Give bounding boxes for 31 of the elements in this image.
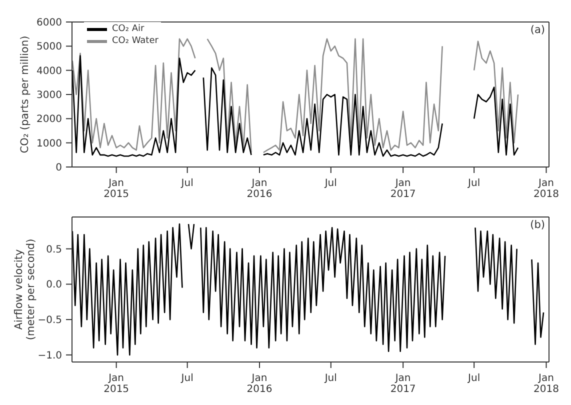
y-tick-label: 4000 [36,66,62,77]
x-tick-label: Jan 2016 [246,178,272,200]
y-axis-title: CO₂ (parts per million) [19,36,31,154]
y-tick-label: 2000 [36,114,62,126]
x-tick-label: Jan 2015 [104,178,130,200]
y-tick-label: 5000 [36,42,62,53]
y-tick-label: 3000 [36,90,62,101]
annotation: (b) [530,219,545,231]
legend-label: CO₂ Water [112,35,158,47]
x-tick-label: Jan 2017 [390,178,416,200]
x-tick-label: Jul [324,373,337,384]
y-tick-label: 1000 [36,138,62,150]
legend-label: CO₂ Air [112,23,144,35]
x-tick-label: Jan 2018 [534,373,559,395]
x-tick-label: Jul [467,178,480,189]
x-tick-label: Jan 2016 [246,373,272,395]
x-tick-label: Jan 2015 [104,373,130,395]
y-axis-title: Airflow velocity (meter per second) [13,238,37,340]
x-tick-label: Jul [324,178,337,189]
x-tick-label: Jul [180,178,194,189]
x-tick-label: Jan 2018 [534,178,559,200]
x-tick-label: Jul [180,373,194,384]
y-tick-label: 0.5 [46,244,62,256]
x-tick-label: Jan 2017 [390,373,416,395]
y-tick-label: −1.0 [38,350,62,362]
y-tick-label: 0 [56,162,62,174]
y-tick-label: 6000 [36,18,62,28]
x-tick-label: Jul [467,373,480,384]
y-tick-label: −0.5 [38,315,62,326]
y-tick-label: 0.0 [46,280,62,291]
annotation: (a) [530,24,545,36]
